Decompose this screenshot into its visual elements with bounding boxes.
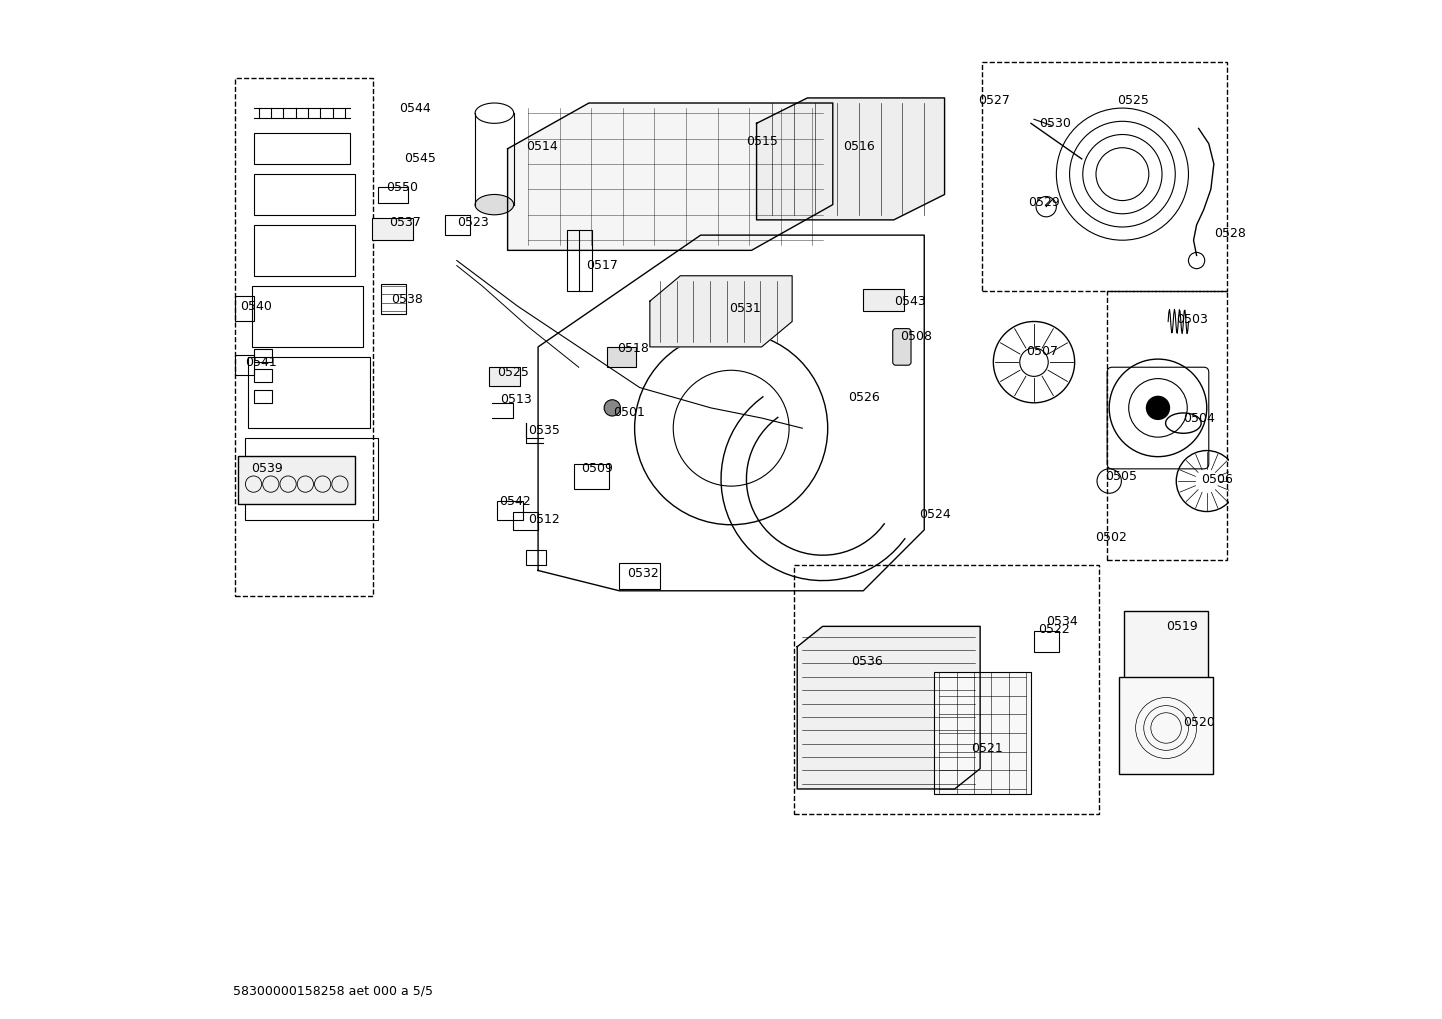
Text: 0528: 0528	[1214, 226, 1246, 239]
Text: 0527: 0527	[978, 95, 1009, 107]
Bar	[489, 367, 519, 385]
Bar	[497, 501, 523, 520]
Polygon shape	[757, 98, 945, 220]
Bar	[245, 438, 378, 520]
Bar	[254, 369, 273, 382]
Text: 0542: 0542	[499, 495, 531, 507]
Text: 0506: 0506	[1201, 473, 1233, 485]
Bar	[574, 464, 609, 489]
Text: 58300000158258 aet 000 a 5/5: 58300000158258 aet 000 a 5/5	[234, 984, 433, 998]
Text: 0525: 0525	[1118, 95, 1149, 107]
Text: 0508: 0508	[900, 330, 932, 343]
Circle shape	[1146, 395, 1169, 420]
Text: 0520: 0520	[1184, 716, 1216, 730]
Bar	[248, 357, 371, 428]
Text: 0517: 0517	[585, 259, 617, 272]
Bar	[795, 566, 1099, 814]
Bar	[254, 348, 273, 362]
Bar	[982, 62, 1227, 291]
Text: 0539: 0539	[251, 463, 283, 475]
Text: 0535: 0535	[528, 424, 559, 437]
Text: 0523: 0523	[457, 216, 489, 229]
Bar	[251, 286, 363, 346]
Circle shape	[604, 399, 620, 416]
Polygon shape	[650, 276, 792, 346]
Text: 0502: 0502	[1094, 532, 1126, 544]
Bar	[1125, 611, 1208, 697]
Text: 0512: 0512	[528, 514, 559, 526]
Text: 0505: 0505	[1105, 471, 1138, 483]
Bar	[254, 225, 355, 276]
Bar	[444, 215, 470, 235]
Text: 0540: 0540	[241, 300, 273, 313]
Text: 0515: 0515	[747, 136, 779, 148]
Text: 0514: 0514	[526, 141, 558, 153]
Bar	[1107, 291, 1227, 560]
Bar	[254, 174, 355, 215]
Text: 0531: 0531	[730, 302, 761, 315]
FancyBboxPatch shape	[893, 328, 911, 365]
Text: 0519: 0519	[1167, 620, 1198, 633]
Text: 0541: 0541	[245, 356, 277, 369]
Polygon shape	[797, 627, 981, 789]
Bar	[372, 218, 412, 240]
Bar	[1034, 632, 1060, 652]
Text: 0526: 0526	[848, 391, 880, 405]
Text: 0503: 0503	[1177, 313, 1208, 326]
Bar	[864, 289, 904, 312]
Bar	[607, 346, 636, 367]
Bar	[567, 230, 591, 291]
Bar	[235, 297, 254, 322]
Text: 0538: 0538	[391, 292, 423, 306]
Bar	[620, 564, 660, 589]
Bar	[1119, 678, 1213, 773]
Polygon shape	[508, 103, 833, 251]
Text: 0509: 0509	[581, 463, 613, 475]
Bar	[934, 673, 1031, 794]
Ellipse shape	[474, 195, 513, 215]
Text: 0507: 0507	[1025, 345, 1058, 359]
Bar	[381, 284, 407, 315]
Bar	[238, 455, 355, 504]
Bar	[378, 187, 408, 203]
Text: 0532: 0532	[627, 567, 659, 580]
Text: 0513: 0513	[500, 393, 532, 407]
Text: 0518: 0518	[617, 342, 649, 356]
Bar	[235, 355, 254, 375]
Text: 0534: 0534	[1047, 614, 1079, 628]
Text: 0522: 0522	[1038, 623, 1070, 636]
Bar	[254, 133, 350, 164]
Text: 0521: 0521	[970, 742, 1002, 755]
Text: 0529: 0529	[1028, 196, 1060, 209]
Text: 0530: 0530	[1040, 117, 1071, 129]
Bar	[526, 550, 547, 566]
Text: 0501: 0501	[613, 407, 645, 420]
Text: 0536: 0536	[851, 655, 883, 668]
Text: 0525: 0525	[497, 366, 529, 379]
Text: 0543: 0543	[894, 294, 926, 308]
Text: 0524: 0524	[919, 508, 950, 521]
Text: 0516: 0516	[844, 141, 875, 153]
Bar	[254, 389, 273, 403]
Text: 0545: 0545	[404, 153, 435, 165]
Bar	[513, 512, 538, 530]
Text: 0537: 0537	[389, 216, 421, 229]
Text: 0550: 0550	[385, 180, 418, 194]
Text: 0504: 0504	[1184, 412, 1216, 425]
Text: 0544: 0544	[399, 102, 431, 114]
Bar	[235, 77, 373, 596]
